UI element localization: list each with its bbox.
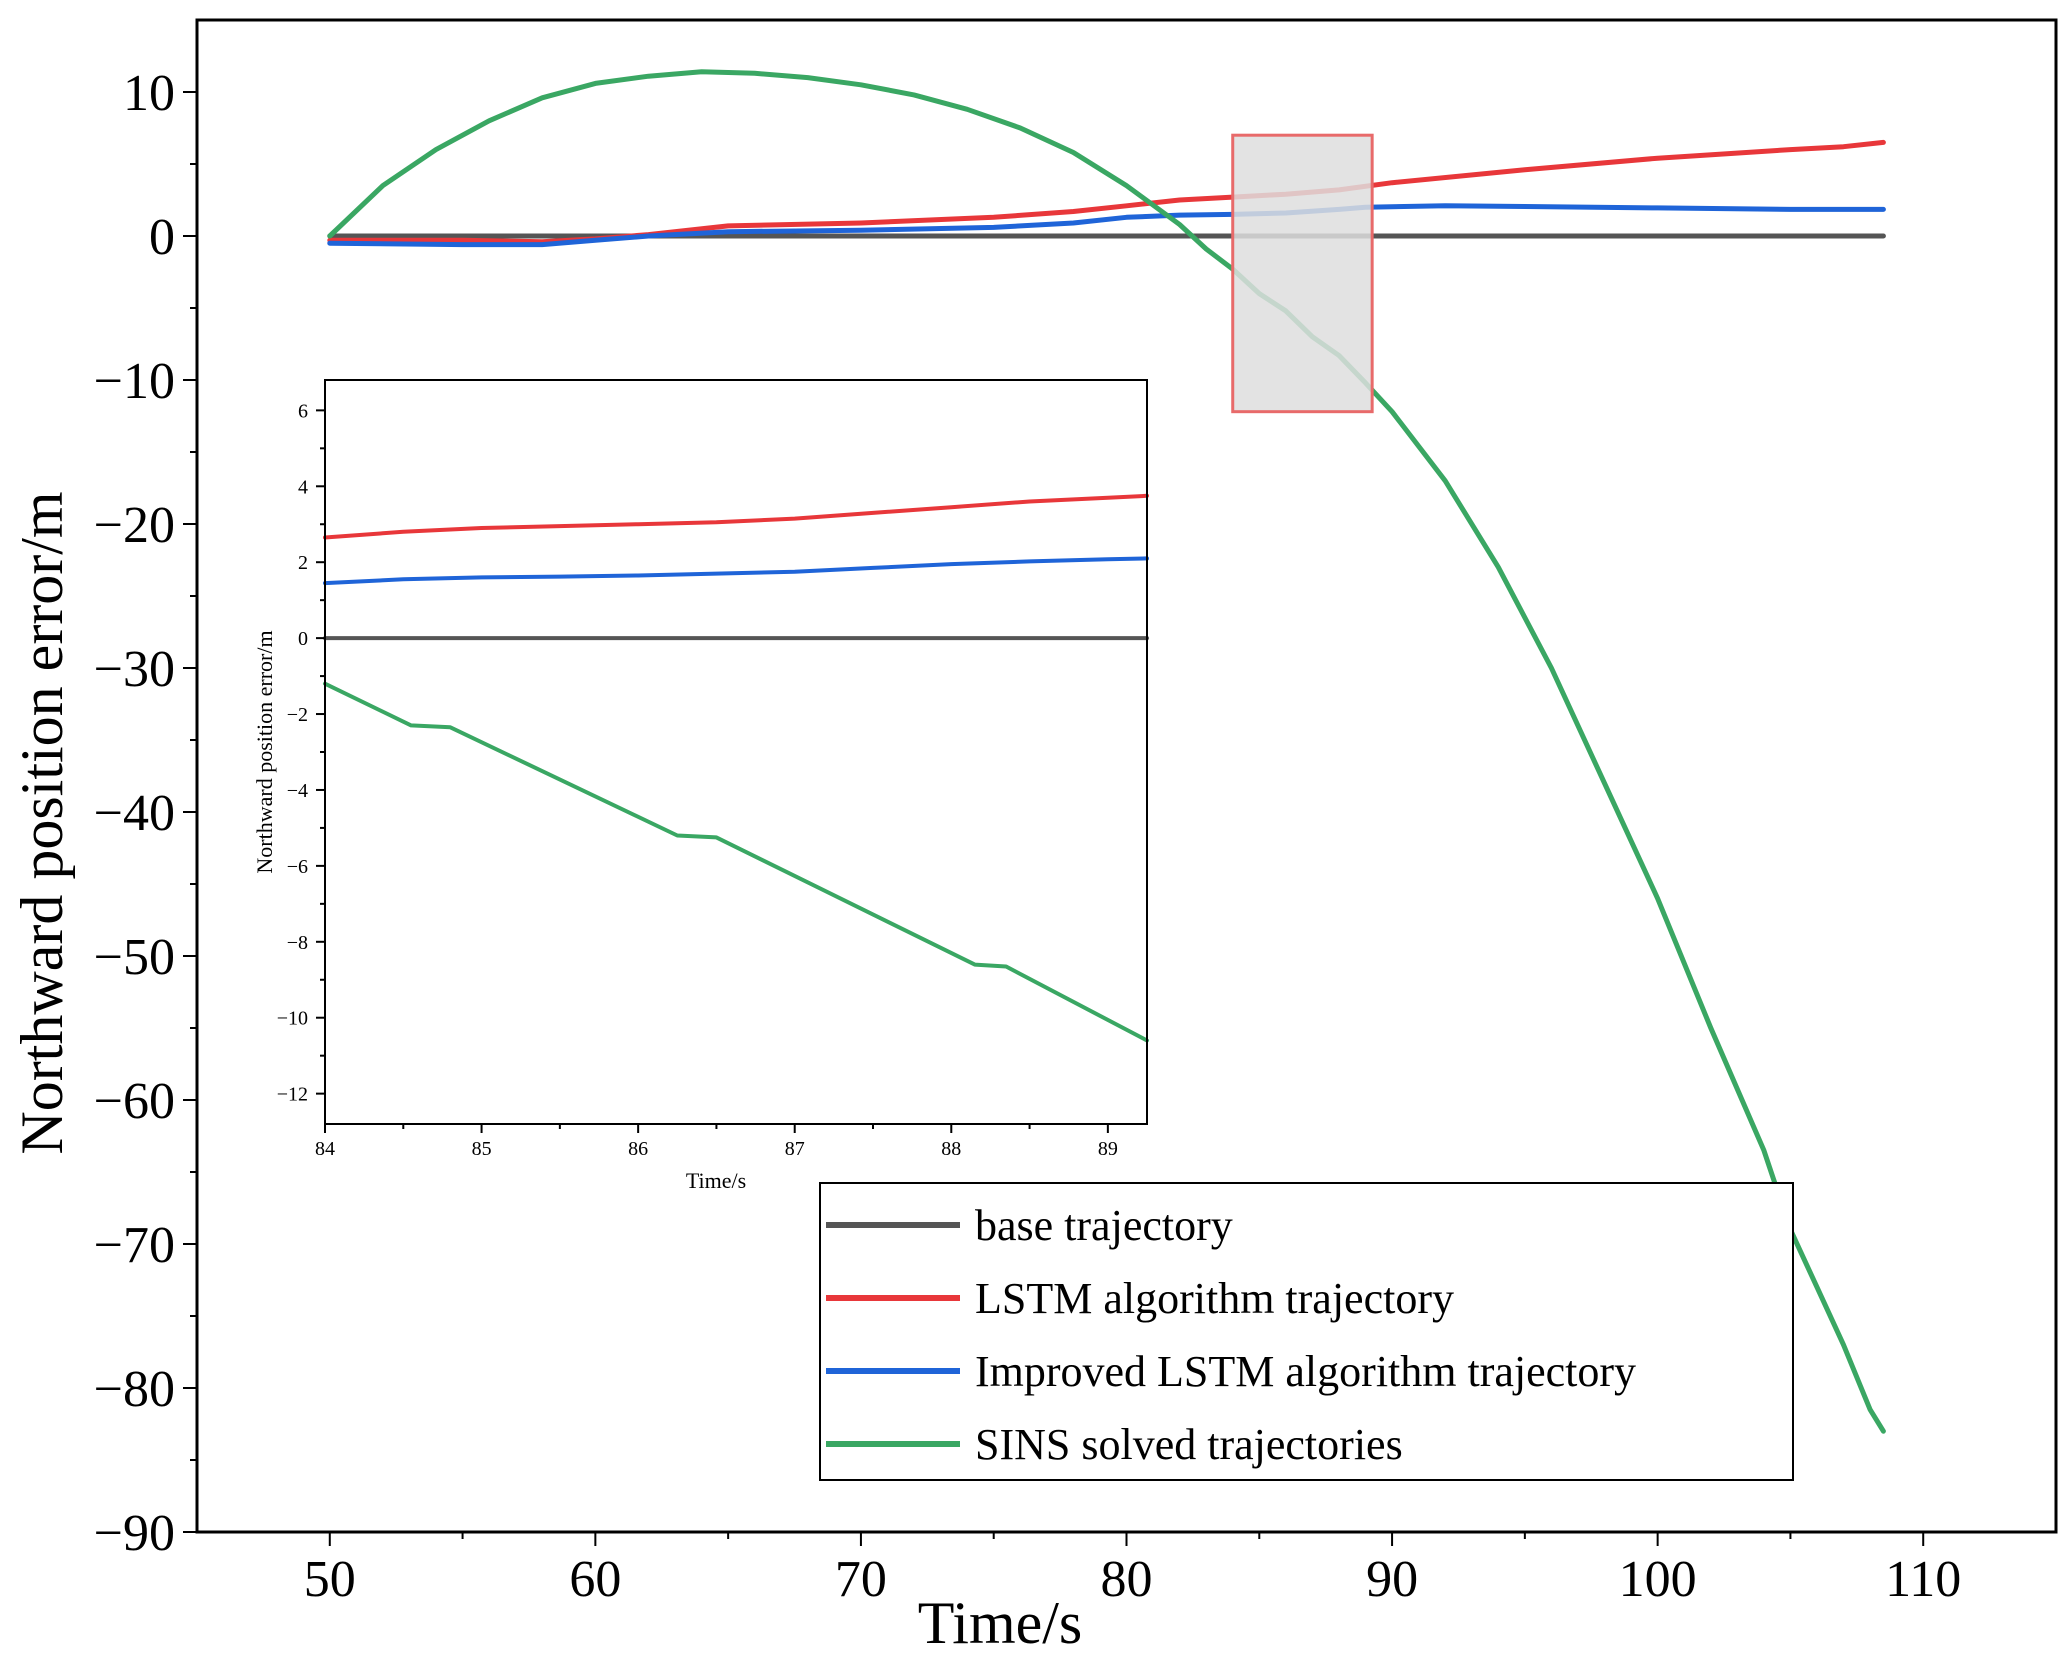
inset-y-tick-label: 4 bbox=[298, 476, 308, 498]
main-x-tick-label: 110 bbox=[1885, 1551, 1961, 1608]
main-x-tick-label: 50 bbox=[304, 1551, 356, 1608]
main-y-axis-title: Northward position error/m bbox=[9, 491, 75, 1154]
main-y-tick-label: −40 bbox=[94, 785, 175, 842]
main-y-tick-label: −60 bbox=[94, 1073, 175, 1130]
main-x-tick-label: 60 bbox=[569, 1551, 621, 1608]
main-x-tick-label: 80 bbox=[1101, 1551, 1153, 1608]
main-y-tick-label: 10 bbox=[123, 65, 175, 122]
inset-y-tick-label: −8 bbox=[287, 932, 308, 954]
inset-y-tick-label: 6 bbox=[298, 400, 308, 422]
inset-y-tick-label: 2 bbox=[298, 552, 308, 574]
inset-x-axis-title: Time/s bbox=[686, 1168, 746, 1193]
main-x-tick-label: 100 bbox=[1619, 1551, 1697, 1608]
main-y-tick-label: −30 bbox=[94, 641, 175, 698]
inset-plot: 84 85 86 87 88 89 6 4 2 0 −2 −4 −6 −8 −10 −12 Time/s N… bbox=[252, 379, 1149, 1193]
inset-y-axis-title: Northward position error/m bbox=[252, 630, 277, 873]
main-x-axis: 50 60 70 80 90 100 110 bbox=[304, 1532, 1961, 1608]
main-y-tick-label: −20 bbox=[94, 497, 175, 554]
legend-label-sins: SINS solved trajectories bbox=[975, 1420, 1403, 1469]
main-y-tick-label: 0 bbox=[149, 209, 175, 266]
zoom-box bbox=[1231, 133, 1374, 414]
legend-item-lstm: LSTM algorithm trajectory bbox=[826, 1274, 1454, 1323]
inset-x-tick-label: 89 bbox=[1098, 1138, 1118, 1160]
inset-x-tick-label: 84 bbox=[315, 1138, 335, 1160]
inset-y-tick-label: 0 bbox=[298, 628, 308, 650]
inset-series-lstm-algorithm-trajectory bbox=[323, 493, 1149, 540]
inset-y-axis: 6 4 2 0 −2 −4 −6 −8 −10 −12 bbox=[277, 400, 325, 1106]
inset-y-tick-label: −2 bbox=[287, 704, 308, 726]
inset-y-tick-label: −6 bbox=[287, 856, 308, 878]
legend: base trajectory LSTM algorithm trajector… bbox=[819, 1182, 1794, 1481]
inset-x-tick-label: 87 bbox=[785, 1138, 805, 1160]
legend-item-base: base trajectory bbox=[826, 1201, 1233, 1250]
main-y-tick-label: −80 bbox=[94, 1361, 175, 1418]
legend-box bbox=[819, 1182, 1794, 1481]
legend-label-improved: Improved LSTM algorithm trajectory bbox=[975, 1347, 1636, 1396]
legend-item-improved: Improved LSTM algorithm trajectory bbox=[826, 1347, 1636, 1396]
legend-label-base: base trajectory bbox=[975, 1201, 1233, 1250]
main-series-improved-lstm-algorithm-trajectory bbox=[327, 203, 1886, 248]
inset-x-tick-label: 88 bbox=[941, 1138, 961, 1160]
inset-y-tick-label: −4 bbox=[287, 780, 308, 802]
main-y-tick-label: −50 bbox=[94, 929, 175, 986]
main-x-tick-label: 70 bbox=[835, 1551, 887, 1608]
inset-x-tick-label: 86 bbox=[628, 1138, 648, 1160]
inset-x-tick-label: 85 bbox=[472, 1138, 492, 1160]
main-y-tick-label: −70 bbox=[94, 1217, 175, 1274]
inset-y-tick-label: −12 bbox=[277, 1084, 308, 1106]
legend-label-lstm: LSTM algorithm trajectory bbox=[975, 1274, 1454, 1323]
inset-x-axis: 84 85 86 87 88 89 bbox=[315, 1124, 1118, 1160]
main-y-tick-label: −90 bbox=[94, 1505, 175, 1562]
main-x-axis-title: Time/s bbox=[918, 1590, 1083, 1656]
main-y-tick-label: −10 bbox=[94, 353, 175, 410]
main-x-tick-label: 90 bbox=[1366, 1551, 1418, 1608]
inset-series-improved-lstm-algorithm-trajectory bbox=[323, 556, 1149, 586]
legend-item-sins: SINS solved trajectories bbox=[826, 1420, 1403, 1469]
inset-series-sins-solved-trajectories bbox=[323, 681, 1149, 1043]
inset-y-tick-label: −10 bbox=[277, 1008, 308, 1030]
inset-plot-area bbox=[325, 380, 1147, 1124]
inset-series-group bbox=[323, 493, 1149, 1043]
main-y-axis: 10 0 −10 −20 −30 −40 −50 −60 −70 −80 −90 bbox=[94, 65, 197, 1562]
